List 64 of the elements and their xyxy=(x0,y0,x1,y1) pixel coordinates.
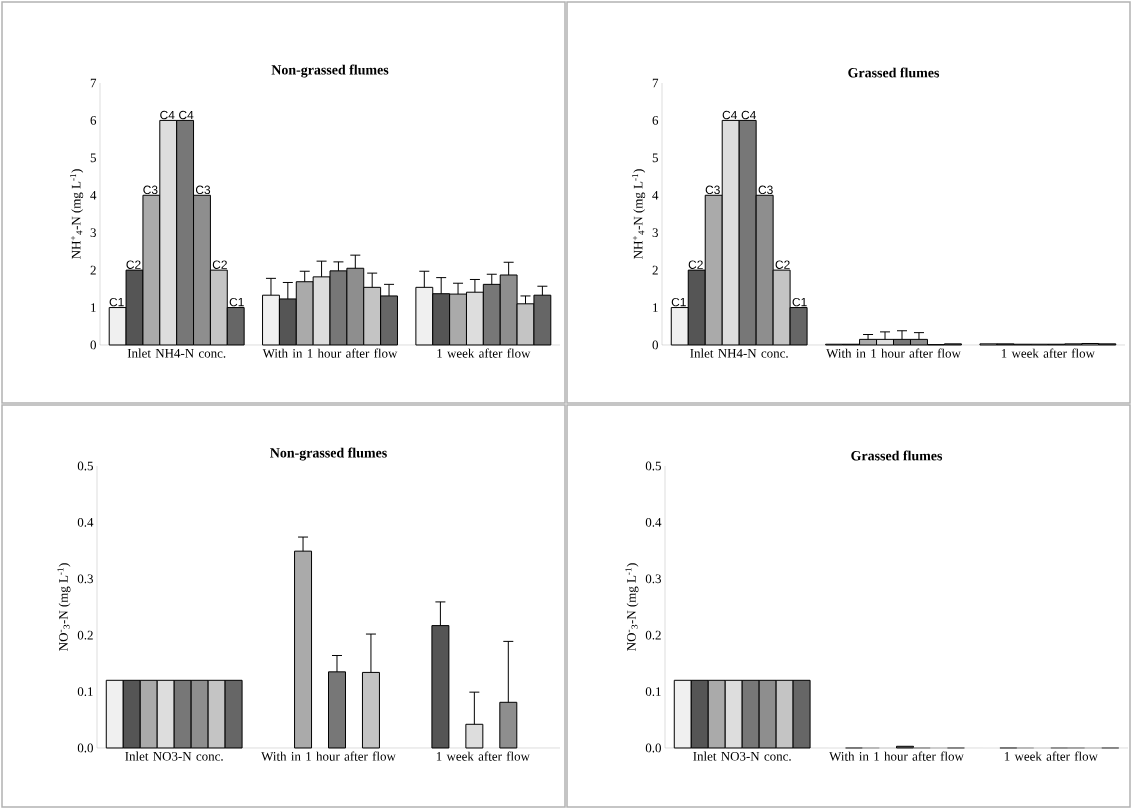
x-tick-label: With in 1 hour after flow xyxy=(826,348,961,358)
y-axis-title: NO$^{-}$$_{3}$-N (mg L$^{-1}$) xyxy=(625,563,639,651)
y-tick-label: 6 xyxy=(652,116,659,125)
x-tick-label: With in 1 hour after flow xyxy=(829,751,964,761)
y-tick-label: 0.2 xyxy=(77,630,93,640)
y-tick-label: 7 xyxy=(90,78,97,88)
y-tick-label: 0 xyxy=(652,340,658,350)
data-label: C2 xyxy=(126,260,141,269)
y-tick-label: 0.1 xyxy=(77,687,93,696)
data-label: C1 xyxy=(671,297,686,307)
y-tick-label: 0.3 xyxy=(645,574,661,584)
data-label: C1 xyxy=(229,297,244,307)
y-tick-label: 0 xyxy=(90,340,96,350)
data-label: C2 xyxy=(212,260,227,269)
y-tick-label: 0.3 xyxy=(77,574,93,584)
data-label: C3 xyxy=(758,185,773,195)
y-tick-label: 7 xyxy=(652,78,659,88)
y-tick-label: 3 xyxy=(652,228,658,238)
y-tick-label: 0.5 xyxy=(77,461,93,471)
data-label: C4 xyxy=(722,110,737,120)
y-tick-label: 0.2 xyxy=(645,630,661,640)
y-tick-label: 0.0 xyxy=(645,743,661,753)
chart-title: Non-grassed flumes xyxy=(270,447,387,461)
y-tick-label: 1 xyxy=(91,303,96,312)
x-tick-label: With in 1 hour after flow xyxy=(262,348,398,358)
data-label: C2 xyxy=(688,260,703,269)
chart-title: Grassed flumes xyxy=(851,450,943,461)
data-label: C2 xyxy=(775,260,790,269)
y-tick-label: 5 xyxy=(652,153,658,163)
y-tick-label: 2 xyxy=(90,265,96,275)
y-tick-label: 3 xyxy=(90,228,96,238)
data-label: C3 xyxy=(143,185,158,195)
y-tick-label: 4 xyxy=(652,191,659,200)
y-axis-title: NO$^{-}$$_{3}$-N (mg L$^{-1}$) xyxy=(57,563,71,651)
y-tick-label: 0.1 xyxy=(645,687,661,696)
y-tick-label: 6 xyxy=(90,116,97,125)
x-tick-label: Inlet NO3-N conc. xyxy=(693,751,791,761)
y-tick-label: 0.5 xyxy=(645,461,661,471)
data-label: C4 xyxy=(160,110,175,120)
x-tick-label: Inlet NO3-N conc. xyxy=(125,751,223,761)
y-axis-title: NH$^{+}$$_{4}$-N (mg L$^{-1}$) xyxy=(70,169,84,259)
x-tick-label: With in 1 hour after flow xyxy=(261,751,396,761)
data-label: C4 xyxy=(741,110,756,120)
data-label: C4 xyxy=(179,110,194,120)
chart-title: Non-grassed flumes xyxy=(271,64,389,78)
y-tick-label: 5 xyxy=(90,153,96,163)
y-tick-label: 0.4 xyxy=(77,517,94,527)
x-tick-label: Inlet NH4-N conc. xyxy=(127,348,226,358)
y-tick-label: 0.0 xyxy=(77,743,93,753)
data-label: C3 xyxy=(195,185,211,195)
data-label: C3 xyxy=(705,185,720,195)
chart-title: Grassed flumes xyxy=(848,67,940,78)
x-tick-label: 1 week after flow xyxy=(1001,348,1095,358)
y-axis-title: NH$^{+}$$_{4}$-N (mg L$^{-1}$) xyxy=(632,169,646,259)
y-tick-label: 1 xyxy=(653,303,658,312)
y-tick-label: 2 xyxy=(652,265,658,275)
y-tick-label: 4 xyxy=(90,191,97,200)
x-tick-label: Inlet NH4-N conc. xyxy=(690,348,788,358)
x-tick-label: 1 week after flow xyxy=(436,751,530,761)
data-label: C1 xyxy=(109,297,124,307)
data-label: C1 xyxy=(792,297,807,307)
x-tick-label: 1 week after flow xyxy=(437,348,531,358)
x-tick-label: 1 week after flow xyxy=(1004,751,1098,761)
y-tick-label: 0.4 xyxy=(645,517,662,527)
